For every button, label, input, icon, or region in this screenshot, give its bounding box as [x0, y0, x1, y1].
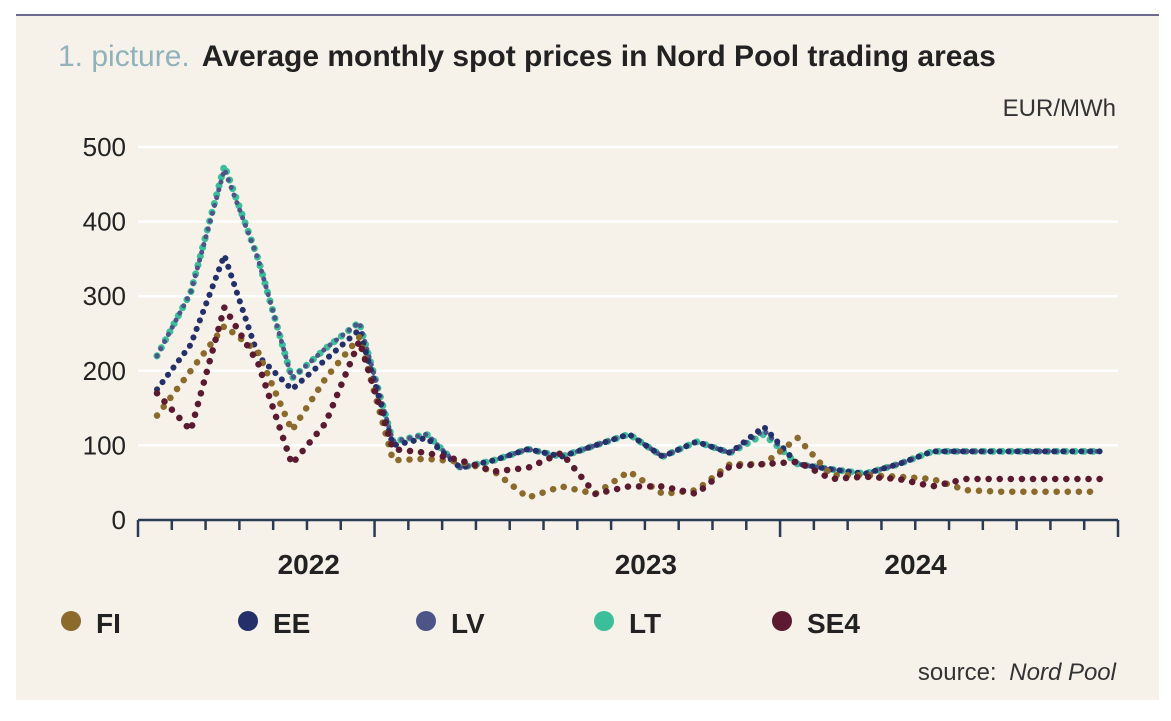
series-lines: [153, 162, 1105, 501]
series-line-se4: [153, 304, 1105, 498]
legend-swatch: [238, 611, 258, 631]
legend-swatch: [61, 611, 81, 631]
legend-item-se4: SE4: [772, 608, 860, 639]
y-tick-label: 100: [83, 430, 126, 460]
y-tick-label: 500: [83, 132, 126, 162]
series-line-lt: [153, 162, 1105, 478]
chart-title: 1. picture. Average monthly spot prices …: [58, 40, 996, 73]
legend-label: LT: [629, 608, 661, 639]
x-tick-label: 2022: [278, 549, 340, 580]
series-line-ee: [154, 252, 1104, 477]
chart-background: [16, 15, 1159, 700]
source-name: Nord Pool: [1009, 659, 1116, 686]
y-tick-label: 0: [112, 505, 126, 535]
legend-item-ee: EE: [238, 608, 310, 639]
source-prefix: source:: [918, 659, 997, 686]
x-tick-label: 2023: [615, 549, 677, 580]
legend-item-lt: LT: [594, 608, 661, 639]
legend-label: FI: [96, 608, 121, 639]
legend-swatch: [416, 611, 436, 631]
y-tick-label: 400: [83, 207, 126, 237]
legend-label: SE4: [807, 608, 860, 639]
y-axis-ticks: 0 100 200 300 400 500: [83, 132, 126, 535]
x-tick-label: 2024: [884, 549, 947, 580]
gridlines: [138, 145, 1118, 447]
legend-item-fi: FI: [61, 608, 121, 639]
x-axis: [136, 518, 1120, 537]
legend-item-lv: LV: [416, 608, 485, 639]
x-axis-ticks: 2022 2023 2024: [278, 549, 948, 580]
legend-swatch: [594, 611, 614, 631]
legend-label: EE: [273, 608, 310, 639]
title-main: Average monthly spot prices in Nord Pool…: [202, 40, 996, 73]
title-prefix: 1. picture.: [58, 40, 190, 73]
legend-swatch: [772, 611, 792, 631]
legend-label: LV: [451, 608, 485, 639]
y-tick-label: 200: [83, 356, 126, 386]
legend: FI EE LV LT SE4: [61, 608, 860, 639]
y-tick-label: 300: [83, 281, 126, 311]
unit-label: EUR/MWh: [1003, 95, 1116, 122]
source-note: source: Nord Pool: [918, 659, 1117, 686]
